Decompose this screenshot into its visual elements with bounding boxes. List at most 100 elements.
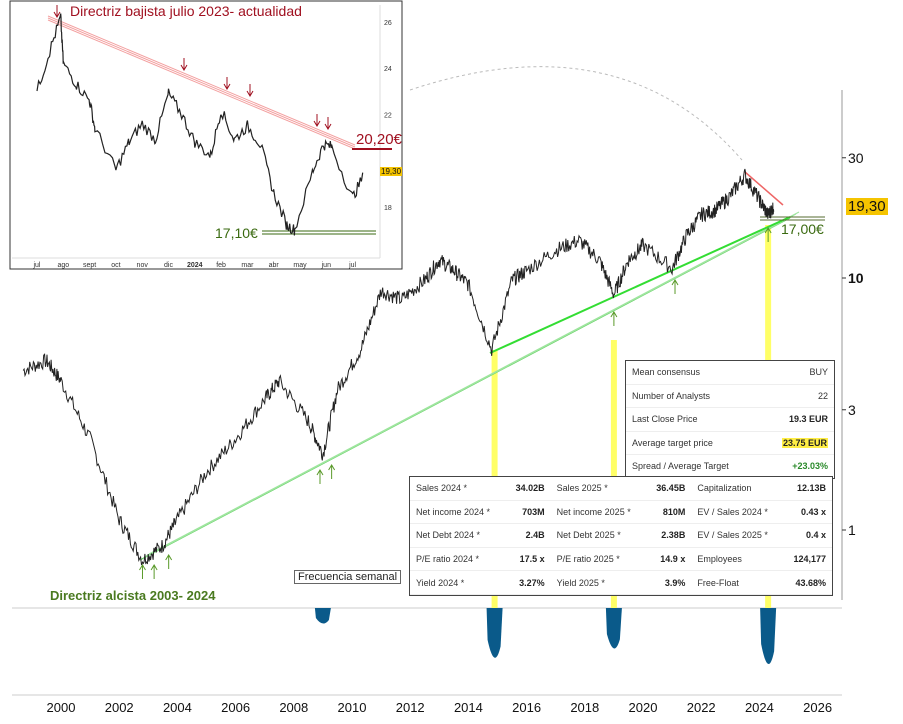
fundamentals-cell: Yield 2024 * 3.27% (410, 571, 551, 595)
x-tick-label: 2000 (47, 700, 76, 715)
row-value: +23.03% (792, 461, 828, 472)
x-tick-label: 2008 (279, 700, 308, 715)
x-tick-label: 2022 (687, 700, 716, 715)
cell-value: 0.43 x (800, 506, 826, 517)
inset-downtrend-line (47, 15, 356, 146)
support-label: 17,00€ (781, 221, 824, 237)
down-arrow-icon (313, 114, 321, 127)
cell-label: Net Debt 2025 * (556, 530, 621, 541)
cell-value: 2.38B (661, 530, 686, 541)
cell-label: Sales 2025 * (556, 483, 608, 494)
down-arrow-icon (180, 58, 188, 71)
inset-x-tick-label: jun (321, 262, 331, 269)
x-tick-label: 2018 (570, 700, 599, 715)
connector-arrow (409, 66, 743, 161)
drawdown-area (314, 608, 331, 624)
cell-value: 124,177 (793, 554, 826, 565)
cell-value: 36.45B (656, 483, 686, 494)
inset-x-tick-label: oct (111, 262, 120, 269)
up-arrow-icon (150, 564, 158, 579)
y-tick-label: 30 (848, 150, 864, 166)
cell-label: Net income 2025 * (556, 506, 631, 517)
inset-downtrend-line (47, 19, 356, 150)
up-arrow-icon (328, 464, 336, 479)
cell-label: Sales 2024 * (416, 483, 468, 494)
consensus-row: Mean consensus BUY (626, 361, 834, 385)
row-label: Spread / Average Target (632, 461, 729, 472)
x-tick-label: 2016 (512, 700, 541, 715)
inset-x-tick-label: mar (241, 262, 254, 269)
marker-bar (610, 340, 617, 608)
uptrend-line (148, 211, 800, 555)
fundamentals-cell: Employees 124,177 (691, 548, 832, 572)
inset-support-label: 17,10€ (215, 225, 258, 241)
inset-x-tick-label: dic (164, 262, 173, 269)
cell-value: 0.4 x (805, 530, 826, 541)
x-tick-label: 2002 (105, 700, 134, 715)
fundamentals-cell: Yield 2025 * 3.9% (550, 571, 692, 595)
fundamentals-cell: Net income 2024 * 703M (410, 501, 551, 525)
price-line (22, 168, 775, 566)
fundamentals-cell: Sales 2025 * 36.45B (550, 477, 692, 501)
cell-label: Free-Float (697, 577, 739, 588)
fundamentals-cell: Sales 2024 * 34.02B (410, 477, 551, 501)
last-price-badge: 19,30 (846, 198, 888, 215)
x-tick-label: 2020 (629, 700, 658, 715)
inset-x-tick-label: jul (32, 262, 40, 269)
x-tick-label: 2014 (454, 700, 483, 715)
cell-label: P/E ratio 2025 * (556, 554, 620, 565)
fundamentals-cell: P/E ratio 2024 * 17.5 x (410, 548, 551, 572)
up-arrow-icon (764, 227, 772, 242)
inset-x-tick-label: may (293, 262, 307, 269)
up-arrow-icon (316, 469, 324, 484)
frequency-label: Frecuencia semanal (294, 570, 402, 584)
fundamentals-cell: Net Debt 2024 * 2.4B (410, 524, 551, 548)
inset-y-tick-label: 22 (384, 112, 392, 119)
consensus-row: Last Close Price 19.3 EUR (626, 408, 834, 432)
y-tick-label: 1 (848, 522, 856, 538)
cell-label: Net Debt 2024 * (416, 530, 481, 541)
up-arrow-icon (139, 564, 146, 579)
inset-y-tick-label: 24 (384, 66, 392, 73)
y-tick-label: 10 (848, 270, 864, 286)
cell-value: 3.9% (664, 577, 686, 588)
row-value: 23.75 EUR (781, 437, 828, 448)
y-tick-label: 3 (848, 402, 856, 418)
fundamentals-cell: Net Debt 2025 * 2.38B (550, 524, 692, 548)
inset-title: Directriz bajista julio 2023- actualidad (70, 3, 302, 19)
inset-x-tick-label: feb (216, 262, 226, 269)
consensus-row: Spread / Average Target +23.03% (626, 455, 834, 478)
inset-y-tick-label: 26 (384, 20, 392, 27)
uptrend-label: Directriz alcista 2003- 2024 (50, 588, 216, 603)
x-tick-label: 2006 (221, 700, 250, 715)
drawdown-area (605, 608, 622, 649)
cell-label: Employees (697, 554, 742, 565)
inset-x-tick-label: ago (57, 262, 69, 269)
fundamentals-cell: Capitalization 12.13B (691, 477, 832, 501)
fundamentals-table: Sales 2024 * 34.02B Sales 2025 * 36.45B Capi… (409, 476, 833, 596)
cell-value: 34.02B (515, 483, 545, 494)
inset-x-tick-label: 2024 (187, 262, 203, 269)
cell-label: Yield 2025 * (556, 577, 605, 588)
row-label: Mean consensus (632, 367, 701, 378)
x-tick-label: 2026 (803, 700, 832, 715)
cell-value: 43.68% (795, 577, 826, 588)
inset-x-tick-label: nov (137, 262, 149, 269)
cell-value: 12.13B (796, 483, 826, 494)
x-tick-label: 2012 (396, 700, 425, 715)
x-tick-label: 2024 (745, 700, 774, 715)
row-label: Average target price (632, 437, 713, 448)
cell-label: Capitalization (697, 483, 752, 494)
inset-y-tick-label: 18 (384, 205, 392, 212)
up-arrow-icon (671, 279, 679, 294)
inset-price-line (36, 13, 364, 236)
inset-x-tick-label: jul (348, 262, 356, 269)
fundamentals-cell: Net income 2025 * 810M (550, 501, 692, 525)
uptrend-line-2014 (489, 216, 791, 354)
down-arrow-icon (246, 84, 254, 97)
consensus-row: Average target price 23.75 EUR (626, 432, 834, 455)
inset-frame (9, 0, 403, 270)
cell-value: 703M (522, 506, 545, 517)
